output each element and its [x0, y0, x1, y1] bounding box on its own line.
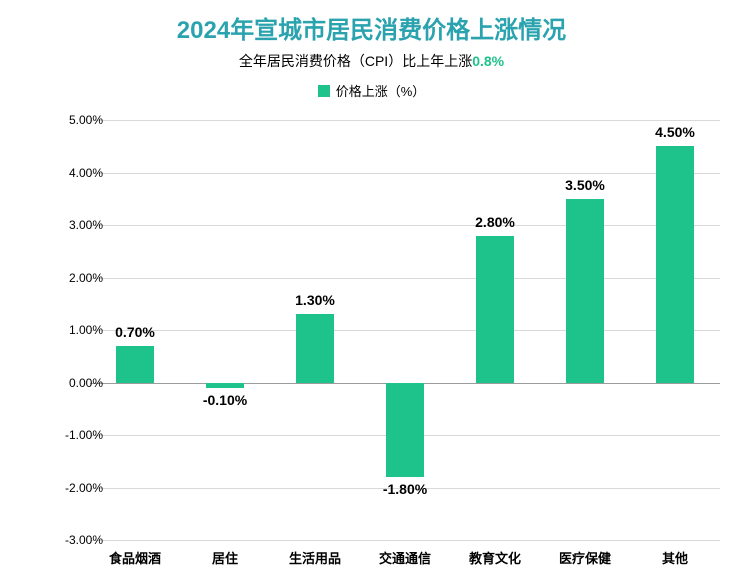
bar: [206, 383, 244, 388]
gridline: [90, 225, 720, 226]
y-tick-label: 4.00%: [23, 166, 103, 180]
x-tick-label: 居住: [212, 548, 238, 567]
y-tick-label: -2.00%: [23, 481, 103, 495]
y-tick-label: 3.00%: [23, 218, 103, 232]
bar: [566, 199, 604, 383]
bar-value-label: 3.50%: [565, 177, 605, 193]
x-tick-label: 交通通信: [379, 548, 431, 567]
plot-area: 0.70% -0.10% 1.30% -1.80% 2.80% 3.50% 4.50%: [90, 120, 720, 540]
legend-swatch: [318, 85, 330, 97]
x-tick-label: 其他: [662, 548, 688, 567]
y-tick-label: 2.00%: [23, 271, 103, 285]
x-tick-label: 医疗保健: [559, 548, 611, 567]
bar-value-label: -0.10%: [203, 392, 247, 408]
y-tick-label: 5.00%: [23, 113, 103, 127]
gridline: [90, 120, 720, 121]
bar: [656, 146, 694, 382]
bar-value-label: 2.80%: [475, 214, 515, 230]
gridline: [90, 173, 720, 174]
x-tick-label: 教育文化: [469, 548, 521, 567]
subtitle-prefix: 全年居民消费价格（CPI）比上年上涨: [239, 53, 472, 69]
subtitle-highlight: 0.8%: [472, 53, 504, 69]
chart-subtitle: 全年居民消费价格（CPI）比上年上涨0.8%: [0, 51, 743, 71]
bar-value-label: 4.50%: [655, 124, 695, 140]
gridline: [90, 330, 720, 331]
bar: [296, 314, 334, 382]
bar: [476, 236, 514, 383]
x-tick-label: 食品烟酒: [109, 548, 161, 567]
y-tick-label: -1.00%: [23, 428, 103, 442]
y-tick-label: 1.00%: [23, 323, 103, 337]
bar-value-label: -1.80%: [383, 481, 427, 497]
legend-label: 价格上涨（%）: [336, 84, 426, 99]
chart-title: 2024年宣城市居民消费价格上涨情况: [0, 0, 743, 45]
x-tick-label: 生活用品: [289, 548, 341, 567]
bar: [116, 346, 154, 383]
gridline: [90, 540, 720, 541]
bar-value-label: 1.30%: [295, 292, 335, 308]
bar-value-label: 0.70%: [115, 324, 155, 340]
bar: [386, 383, 424, 478]
chart-container: 2024年宣城市居民消费价格上涨情况 全年居民消费价格（CPI）比上年上涨0.8…: [0, 0, 743, 585]
y-tick-label: -3.00%: [23, 533, 103, 547]
gridline: [90, 278, 720, 279]
y-tick-label: 0.00%: [23, 376, 103, 390]
chart-legend: 价格上涨（%）: [0, 81, 743, 100]
